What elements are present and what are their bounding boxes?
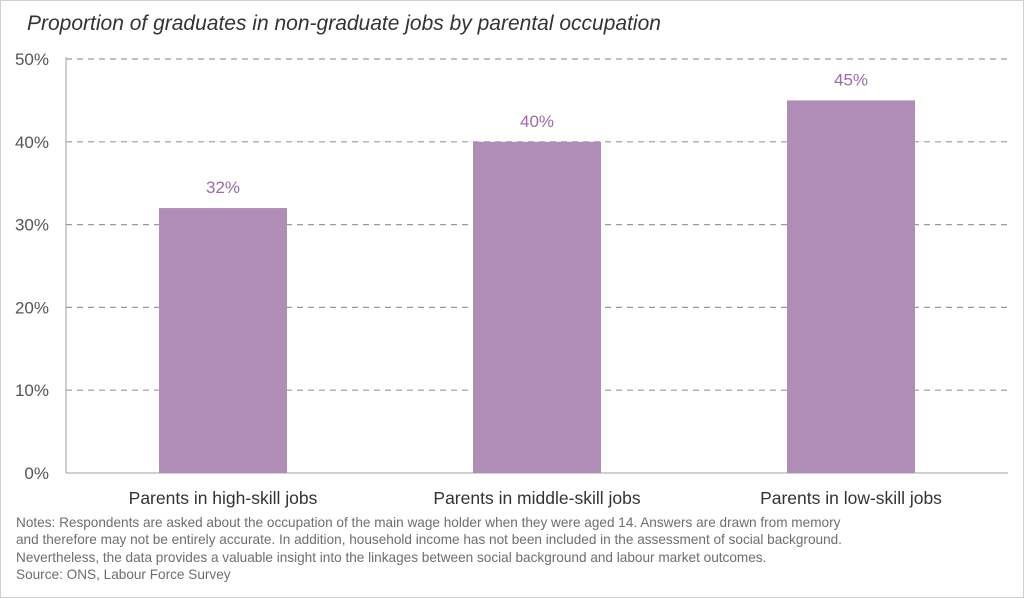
y-tick-label: 0% [24,464,49,483]
y-tick-label: 50% [15,50,49,69]
notes-line-2: and therefore may not be entirely accura… [16,532,842,548]
bar [159,208,287,474]
category-label: Parents in low-skill jobs [760,488,942,508]
notes-line-1: Notes: Respondents are asked about the o… [16,515,841,530]
chart-title: Proportion of graduates in non-graduate … [27,12,661,35]
y-tick-label: 20% [15,298,49,317]
bar [787,100,915,474]
bar-value-label: 40% [520,112,554,131]
notes-line-3: Nevertheless, the data provides a valuab… [16,549,767,565]
y-tick-label: 30% [15,216,49,235]
category-label: Parents in high-skill jobs [129,488,318,508]
chart-notes: Notes: Respondents are asked about the o… [16,514,1016,583]
bar-value-label: 45% [834,70,868,89]
y-tick-label: 40% [15,133,49,152]
y-tick-label: 10% [15,381,49,400]
bar-value-label: 32% [206,178,240,197]
source-line: Source: ONS, Labour Force Survey [16,566,231,582]
bar [473,141,601,474]
category-label: Parents in middle-skill jobs [433,488,640,508]
